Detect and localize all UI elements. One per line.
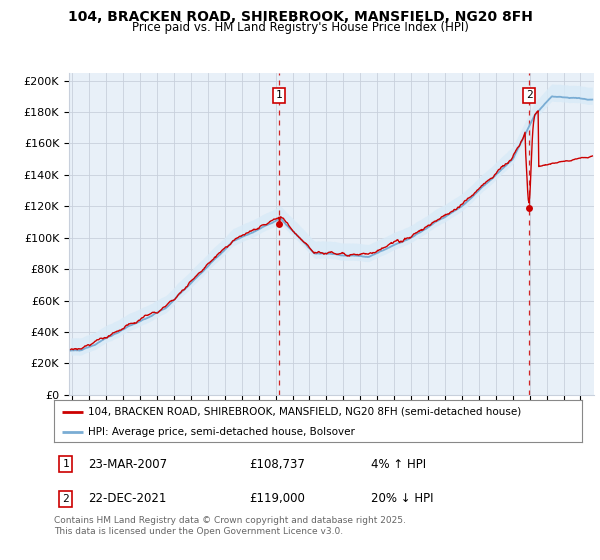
Text: 2: 2 [526, 90, 533, 100]
Text: £119,000: £119,000 [250, 492, 305, 506]
Text: 23-MAR-2007: 23-MAR-2007 [88, 458, 167, 470]
Text: HPI: Average price, semi-detached house, Bolsover: HPI: Average price, semi-detached house,… [88, 427, 355, 437]
Text: 4% ↑ HPI: 4% ↑ HPI [371, 458, 426, 470]
Text: 104, BRACKEN ROAD, SHIREBROOK, MANSFIELD, NG20 8FH (semi-detached house): 104, BRACKEN ROAD, SHIREBROOK, MANSFIELD… [88, 407, 521, 417]
Text: 20% ↓ HPI: 20% ↓ HPI [371, 492, 433, 506]
Text: 2: 2 [62, 494, 69, 504]
Text: £108,737: £108,737 [250, 458, 305, 470]
Text: Contains HM Land Registry data © Crown copyright and database right 2025.
This d: Contains HM Land Registry data © Crown c… [54, 516, 406, 536]
Text: Price paid vs. HM Land Registry's House Price Index (HPI): Price paid vs. HM Land Registry's House … [131, 21, 469, 34]
Text: 22-DEC-2021: 22-DEC-2021 [88, 492, 167, 506]
Text: 104, BRACKEN ROAD, SHIREBROOK, MANSFIELD, NG20 8FH: 104, BRACKEN ROAD, SHIREBROOK, MANSFIELD… [68, 10, 532, 24]
Text: 1: 1 [276, 90, 283, 100]
Text: 1: 1 [62, 459, 69, 469]
